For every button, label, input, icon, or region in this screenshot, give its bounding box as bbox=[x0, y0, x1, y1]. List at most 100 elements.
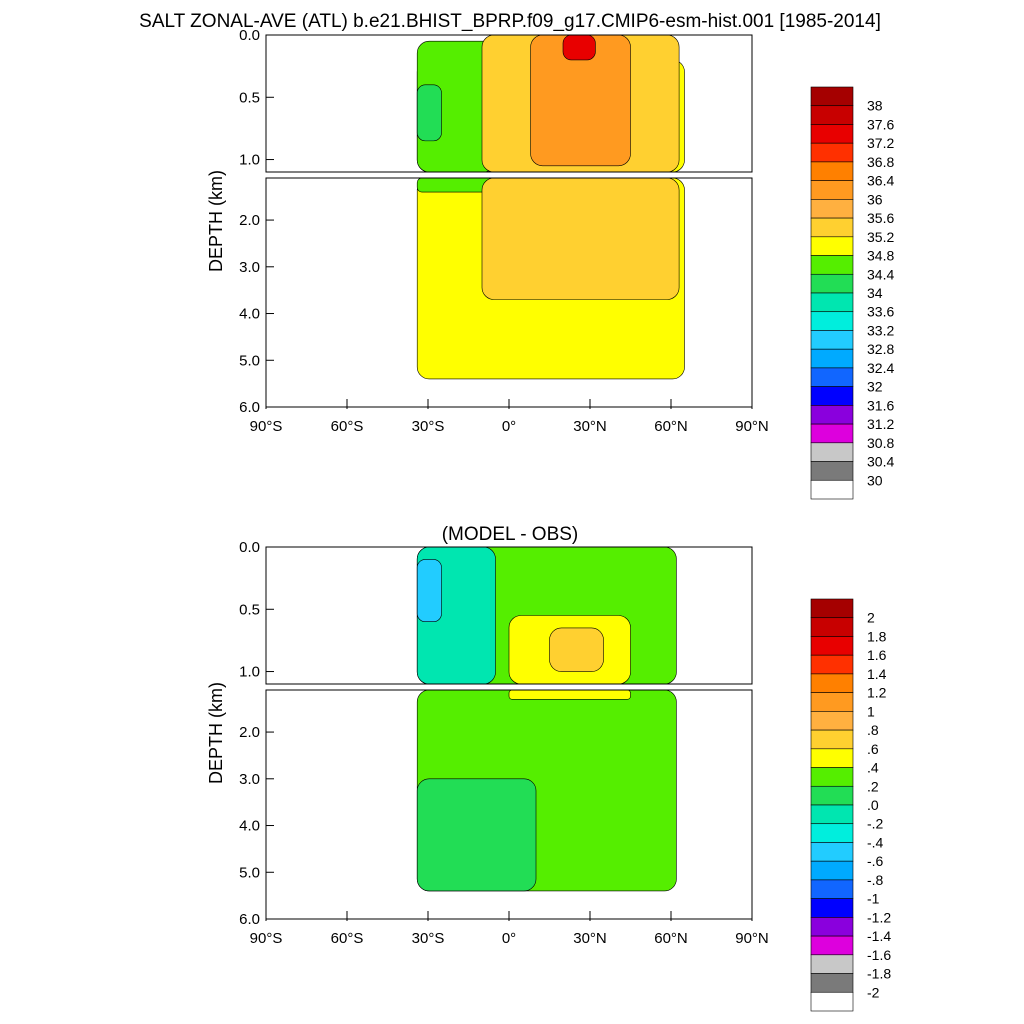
colorbar-label: .4 bbox=[867, 760, 879, 776]
contour-field bbox=[481, 178, 680, 300]
colorbar-label: 1.6 bbox=[867, 647, 887, 663]
colorbar-label: 36 bbox=[867, 191, 883, 207]
colorbar-label: -2 bbox=[867, 984, 880, 1000]
colorbar-swatch bbox=[810, 86, 854, 107]
colorbar-swatch bbox=[810, 124, 854, 144]
colorbar-swatch bbox=[810, 804, 854, 825]
colorbar-label: -1 bbox=[867, 891, 880, 907]
main-title: SALT ZONAL-AVE (ATL) b.e21.BHIST_BPRP.f0… bbox=[139, 11, 881, 32]
colorbar-swatch bbox=[810, 598, 854, 619]
colorbar-label: 32.8 bbox=[867, 341, 894, 357]
contour-field bbox=[416, 778, 537, 892]
y-tick-label: 5.0 bbox=[239, 352, 260, 369]
contour-field bbox=[416, 559, 442, 623]
colorbar-label: -1.6 bbox=[867, 947, 891, 963]
x-tick-label: 60°N bbox=[654, 418, 688, 435]
colorbar-label: -.8 bbox=[867, 872, 884, 888]
colorbar-swatch bbox=[810, 180, 854, 200]
colorbar-label: 35.2 bbox=[867, 229, 894, 245]
colorbar-label: 1.8 bbox=[867, 628, 887, 644]
colorbar-swatch bbox=[810, 442, 854, 462]
contour-field bbox=[562, 35, 596, 61]
colorbar-swatch bbox=[810, 954, 854, 974]
colorbar-swatch bbox=[810, 236, 854, 256]
colorbar-swatch bbox=[810, 479, 854, 500]
colorbar-label: 32 bbox=[867, 379, 883, 395]
colorbar-swatch bbox=[810, 199, 854, 219]
y-tick-label: 3.0 bbox=[239, 771, 260, 788]
contour-field bbox=[416, 84, 442, 142]
colorbar-label: 36.8 bbox=[867, 154, 894, 170]
x-tick-label: 30°N bbox=[573, 930, 607, 947]
colorbar-label: 30.4 bbox=[867, 454, 894, 470]
colorbar-label: 2 bbox=[867, 610, 875, 626]
y-tick-label: 2.0 bbox=[239, 724, 260, 741]
colorbar-swatch bbox=[810, 348, 854, 369]
y-tick-label: 1.0 bbox=[239, 664, 260, 681]
colorbar-label: 1.2 bbox=[867, 685, 887, 701]
colorbar-swatch bbox=[810, 386, 854, 406]
colorbar-swatch bbox=[810, 142, 854, 163]
colorbar-label: 32.4 bbox=[867, 360, 894, 376]
x-tick-label: 90°N bbox=[735, 930, 769, 947]
colorbar-swatch bbox=[810, 785, 854, 806]
colorbar-label: -.4 bbox=[867, 834, 884, 850]
x-tick-label: 90°N bbox=[735, 418, 769, 435]
plot-frame bbox=[265, 34, 753, 173]
colorbar-label: 36.4 bbox=[867, 173, 894, 189]
colorbar-swatch bbox=[810, 879, 854, 899]
diff-subtitle: (MODEL - OBS) bbox=[442, 524, 579, 545]
contour-field bbox=[508, 690, 631, 700]
colorbar-swatch bbox=[810, 636, 854, 656]
x-tick-label: 0° bbox=[502, 930, 516, 947]
colorbar-swatch bbox=[810, 729, 854, 750]
colorbar-swatch bbox=[810, 748, 854, 768]
colorbar-label: 1.4 bbox=[867, 666, 887, 682]
x-tick-label: 30°N bbox=[573, 418, 607, 435]
colorbar-label: 33.6 bbox=[867, 304, 894, 320]
colorbar-swatch bbox=[810, 673, 854, 693]
colorbar-label: 37.2 bbox=[867, 135, 894, 151]
colorbar-swatch bbox=[810, 405, 854, 425]
colorbar-swatch bbox=[810, 255, 854, 275]
colorbar-swatch bbox=[810, 991, 854, 1012]
colorbar-swatch bbox=[810, 860, 854, 881]
x-tick-label: 30°S bbox=[412, 418, 445, 435]
colorbar-label: 34.8 bbox=[867, 248, 894, 264]
colorbar-label: 31.6 bbox=[867, 397, 894, 413]
x-tick-label: 90°S bbox=[250, 418, 283, 435]
colorbar-label: .2 bbox=[867, 778, 879, 794]
colorbar-label: 30 bbox=[867, 472, 883, 488]
colorbar-label: 31.2 bbox=[867, 416, 894, 432]
x-tick-label: 60°S bbox=[331, 418, 364, 435]
y-tick-label: 0.5 bbox=[239, 89, 260, 106]
colorbar-label: 35.6 bbox=[867, 210, 894, 226]
colorbar-swatch bbox=[810, 973, 854, 993]
y-tick-label: 3.0 bbox=[239, 259, 260, 276]
colorbar-swatch bbox=[810, 217, 854, 238]
y-tick-label: 4.0 bbox=[239, 306, 260, 323]
colorbar-swatch bbox=[810, 367, 854, 387]
colorbar-label: 1 bbox=[867, 703, 875, 719]
y-tick-label: 2.0 bbox=[239, 212, 260, 229]
x-tick-label: 60°N bbox=[654, 930, 688, 947]
y-tick-label: 6.0 bbox=[239, 399, 260, 416]
colorbar-swatch bbox=[810, 273, 854, 294]
plot-frame bbox=[265, 546, 753, 685]
y-tick-label: 6.0 bbox=[239, 911, 260, 928]
colorbar-swatch bbox=[810, 311, 854, 331]
colorbar-swatch bbox=[810, 935, 854, 956]
colorbar-label: .8 bbox=[867, 722, 879, 738]
colorbar-swatch bbox=[810, 423, 854, 444]
colorbar-swatch bbox=[810, 461, 854, 481]
salinity-panel: 90°S 60°S 30°S 0° 30°N 60°N 90°N 0.0 0.5 1.0 2.0 3.… bbox=[206, 27, 894, 500]
colorbar-label: 34 bbox=[867, 285, 883, 301]
colorbar-swatch bbox=[810, 917, 854, 937]
x-tick-label: 0° bbox=[502, 418, 516, 435]
colorbar-label: 34.4 bbox=[867, 266, 894, 282]
x-tick-label: 60°S bbox=[331, 930, 364, 947]
colorbar-label: 38 bbox=[867, 98, 883, 114]
colorbar-swatch bbox=[810, 292, 854, 313]
y-axis-label: DEPTH (km) bbox=[206, 682, 226, 784]
colorbar-swatch bbox=[810, 161, 854, 181]
